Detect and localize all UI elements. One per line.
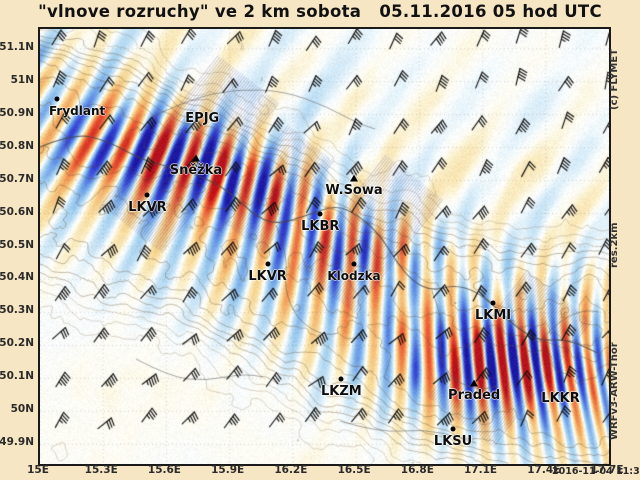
lat-tick-7: 50.4N — [0, 271, 34, 284]
station-marker-Klodzka — [351, 261, 357, 267]
station-label-LKVR-north: LKVR — [128, 199, 167, 215]
lat-tick-6: 50.5N — [0, 238, 34, 251]
station-label-Frydlant: Frydlant — [48, 104, 106, 119]
lat-tick-8: 50.3N — [0, 304, 34, 317]
station-label-LKSU: LKSU — [433, 433, 473, 449]
lat-tick-9: 50.2N — [0, 337, 34, 350]
station-marker-LKSU — [450, 426, 456, 432]
station-marker-Frydlant — [54, 96, 60, 102]
station-marker-LKZM — [338, 376, 344, 382]
lat-tick-0: 51.1N — [0, 40, 34, 53]
station-label-LKMI: LKMI — [475, 308, 512, 324]
station-label-LKBR: LKBR — [301, 219, 340, 235]
station-label-LKKR: LKKR — [541, 390, 580, 406]
station-marker-W-Sowa — [350, 174, 358, 182]
lat-tick-5: 50.6N — [0, 205, 34, 218]
lon-tick-0: 15E — [27, 464, 49, 476]
station-label-Praded: Praded — [448, 387, 501, 403]
lat-tick-3: 50.8N — [0, 139, 34, 152]
station-label-LKVR-south: LKVR — [248, 268, 287, 284]
lat-tick-4: 50.7N — [0, 172, 34, 185]
lat-tick-12: 49.9N — [0, 436, 34, 449]
station-label-EPJG: EPJG — [185, 110, 220, 126]
page-title: "vlnove rozruchy" ve 2 km sobota 05.11.2… — [38, 2, 602, 21]
station-marker-LKVR-north — [144, 192, 150, 198]
lat-tick-11: 50N — [10, 403, 34, 416]
station-label-Klodzka: Klodzka — [327, 268, 381, 283]
model-caption: WRFv3-ARW-Thor — [609, 342, 620, 440]
resolution-caption: res.2km — [609, 222, 620, 269]
station-marker-LKVR-south — [265, 261, 271, 267]
lat-tick-2: 50.9N — [0, 106, 34, 119]
station-marker-LKMI — [490, 300, 496, 306]
lat-tick-10: 50.1N — [0, 370, 34, 383]
lon-tick-1: 15.3E — [84, 464, 118, 476]
lat-tick-1: 51N — [10, 73, 34, 86]
run-timestamp: 2016-11-04 11:34 — [552, 466, 640, 477]
wind-barb-layer — [40, 29, 609, 464]
lon-tick-3: 15.9E — [211, 464, 245, 476]
lon-tick-2: 15.6E — [147, 464, 181, 476]
lon-tick-8: 17.4E — [527, 464, 561, 476]
lon-tick-7: 17.1E — [464, 464, 498, 476]
lon-tick-9: 17.7E — [590, 464, 624, 476]
lon-tick-4: 16.2E — [274, 464, 308, 476]
station-marker-Praded — [470, 379, 479, 386]
map-plot-area[interactable]: Frydlant EPJG Sněžka LKVR W.Sowa LKBR LKVR Klod… — [38, 27, 611, 466]
lon-tick-5: 16.5E — [337, 464, 371, 476]
station-label-Snezka: Sněžka — [169, 163, 223, 179]
station-marker-Snezka — [191, 154, 200, 162]
station-marker-LKBR — [317, 211, 323, 217]
station-label-W-Sowa: W.Sowa — [325, 183, 383, 199]
station-label-LKZM: LKZM — [320, 384, 362, 400]
copyright-caption: (c) FLYMET — [609, 48, 620, 110]
station-label-layer: Frydlant EPJG Sněžka LKVR W.Sowa LKBR LKVR Klod… — [40, 29, 609, 464]
lon-tick-6: 16.8E — [400, 464, 434, 476]
